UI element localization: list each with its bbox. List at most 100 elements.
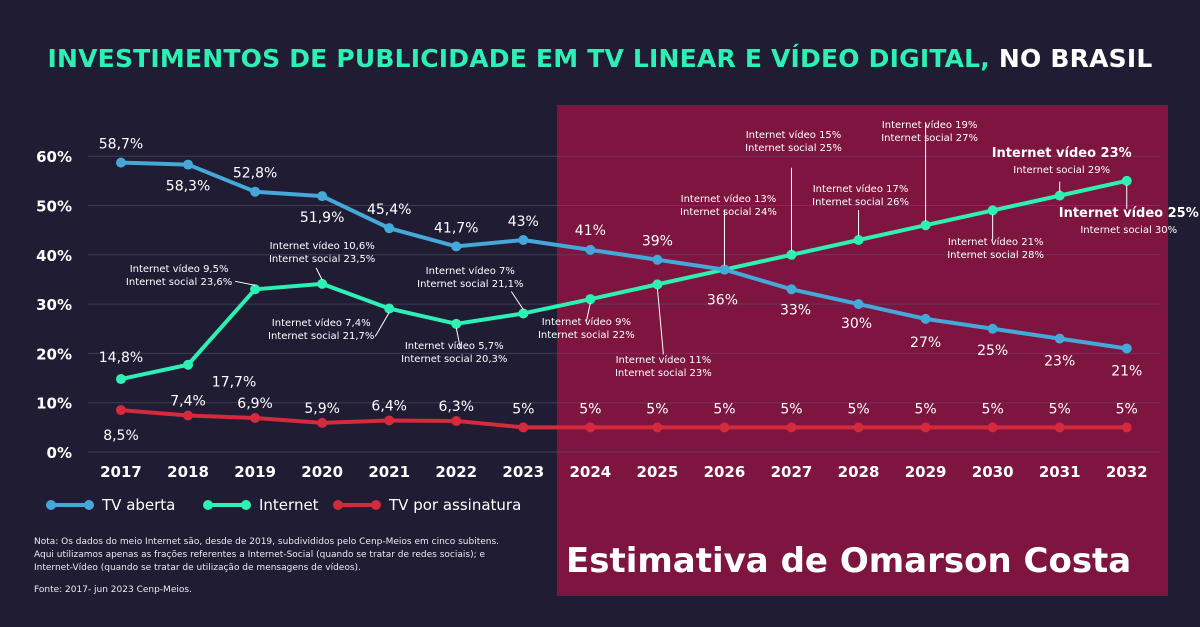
data-point-tv-aberta <box>853 299 864 310</box>
data-point-tv-aberta <box>1121 343 1132 354</box>
data-point-tv-aberta <box>652 254 663 265</box>
data-label-internet: 14,8% <box>99 350 143 366</box>
data-label-tv-aberta: 41% <box>575 223 606 239</box>
data-point-tv-por-assinatura <box>518 422 529 433</box>
data-point-internet <box>1054 190 1065 201</box>
data-label-tv-assinatura: 5% <box>982 401 1004 417</box>
data-point-tv-aberta <box>317 191 328 202</box>
legend: TV aberta Internet TV por assinatura <box>46 496 521 514</box>
data-point-internet <box>652 279 663 290</box>
chart-title-main: INVESTIMENTOS DE PUBLICIDADE EM TV LINEA… <box>47 44 991 73</box>
x-tick-label: 2032 <box>1106 463 1148 481</box>
annotation-internet-video: Internet vídeo 9,5% <box>130 263 229 275</box>
annotation-internet-video: Internet vídeo 5,7% <box>405 340 504 352</box>
annotation-internet-social: Internet social 23,5% <box>269 254 375 265</box>
data-point-tv-por-assinatura <box>786 422 797 433</box>
annotation-internet-social: Internet social 20,3% <box>401 354 507 365</box>
annotation-internet-video: Internet vídeo 17% <box>813 183 909 195</box>
annotation-leader <box>315 267 323 281</box>
x-tick-label: 2023 <box>502 463 544 481</box>
data-label-tv-assinatura: 5% <box>1116 401 1138 417</box>
chart-title-tail: NO BRASIL <box>990 44 1153 73</box>
y-tick-label: 20% <box>36 345 72 363</box>
data-point-internet <box>384 303 395 314</box>
data-point-tv-aberta <box>585 244 596 255</box>
annotation-internet-social: Internet social 29% <box>1013 165 1110 176</box>
data-label-tv-assinatura: 8,5% <box>103 428 139 444</box>
annotation-internet-social: Internet social 21,7% <box>268 331 374 342</box>
data-label-tv-aberta: 51,9% <box>300 210 344 226</box>
data-point-internet <box>250 284 261 295</box>
data-label-tv-assinatura: 5% <box>780 401 802 417</box>
annotation-internet-social: Internet social 23% <box>615 368 712 379</box>
estimate-label: Estimativa de Omarson Costa <box>566 541 1132 581</box>
annotation-leader <box>656 288 664 355</box>
annotation-leader <box>585 303 591 322</box>
data-label-tv-aberta: 27% <box>910 335 941 351</box>
annotation-internet-social: Internet social 27% <box>881 133 978 144</box>
annotation-internet-video: Internet vídeo 10,6% <box>270 240 375 252</box>
y-tick-label: 0% <box>47 444 72 462</box>
data-label-tv-assinatura: 6,4% <box>371 398 407 414</box>
legend-swatch-dot <box>84 500 94 510</box>
annotation-leader <box>455 327 461 348</box>
annotation-internet-video: Internet vídeo 7,4% <box>272 317 371 329</box>
data-label-tv-aberta: 41,7% <box>434 220 478 236</box>
data-point-tv-por-assinatura <box>384 415 395 426</box>
data-point-tv-por-assinatura <box>116 405 126 416</box>
data-label-tv-assinatura: 6,9% <box>237 396 273 412</box>
legend-label: Internet <box>259 496 319 514</box>
annotation-internet-social: Internet social 26% <box>812 197 909 208</box>
x-tick-label: 2022 <box>435 463 477 481</box>
data-point-tv-aberta <box>920 313 931 324</box>
x-axis: 2017 2018 2019 2020 2021 2022 2023 2024 2025 2026… <box>100 463 1148 481</box>
annotation-internet-video: Internet vídeo 11% <box>616 354 712 366</box>
data-point-tv-por-assinatura <box>250 412 261 423</box>
data-label-tv-aberta: 23% <box>1044 354 1075 370</box>
data-label-tv-aberta: 33% <box>780 302 811 318</box>
data-point-tv-aberta <box>987 323 998 334</box>
x-tick-label: 2020 <box>301 463 343 481</box>
y-tick-label: 30% <box>36 296 72 314</box>
data-point-internet <box>518 308 529 319</box>
x-tick-label: 2026 <box>704 463 746 481</box>
y-axis: 0% 10% 20% 30% 40% 50% 60% <box>36 148 72 462</box>
internet-annotations: Internet vídeo 9,5% Internet social 23,6%… <box>126 119 1199 379</box>
legend-swatch-dot <box>241 500 251 510</box>
legend-swatch-dot <box>371 500 381 510</box>
series-line-internet <box>119 178 1129 382</box>
data-label-tv-aberta: 43% <box>508 214 539 230</box>
data-label-tv-aberta: 36% <box>707 293 738 309</box>
data-point-tv-aberta <box>250 186 261 197</box>
data-label-tv-assinatura: 5% <box>512 401 534 417</box>
annotation-internet-video: Internet vídeo 23% <box>992 146 1132 161</box>
data-point-tv-aberta <box>451 241 462 252</box>
series-layer <box>116 157 1132 433</box>
data-label-internet: 17,7% <box>212 375 256 391</box>
x-tick-label: 2021 <box>368 463 410 481</box>
data-label-tv-aberta: 58,3% <box>166 179 210 195</box>
y-tick-label: 10% <box>36 395 72 413</box>
chart-title: INVESTIMENTOS DE PUBLICIDADE EM TV LINEA… <box>0 44 1200 73</box>
data-point-tv-por-assinatura <box>987 422 998 433</box>
data-labels: 58,7% 58,3% 52,8% 51,9% 45,4% 41,7% 43% 41% 39% 3… <box>99 137 1143 444</box>
data-point-tv-por-assinatura <box>451 415 462 426</box>
annotation-internet-social: Internet social 25% <box>745 143 842 154</box>
legend-swatch-dot <box>333 500 343 510</box>
data-point-tv-por-assinatura <box>317 417 328 428</box>
data-point-internet <box>585 294 596 305</box>
data-point-internet <box>987 205 998 216</box>
y-tick-label: 60% <box>36 148 72 166</box>
annotation-internet-video: Internet vídeo 19% <box>882 119 978 131</box>
annotation-leader <box>235 280 256 286</box>
annotation-leader <box>510 291 524 310</box>
data-point-internet <box>451 318 462 329</box>
data-label-tv-assinatura: 5% <box>847 401 869 417</box>
x-tick-label: 2018 <box>167 463 209 481</box>
data-point-internet <box>853 235 864 246</box>
x-tick-label: 2017 <box>100 463 142 481</box>
footnote: Nota: Os dados do meio Internet são, des… <box>34 537 500 573</box>
data-point-internet <box>116 374 126 385</box>
annotation-internet-social: Internet social 22% <box>538 330 635 341</box>
